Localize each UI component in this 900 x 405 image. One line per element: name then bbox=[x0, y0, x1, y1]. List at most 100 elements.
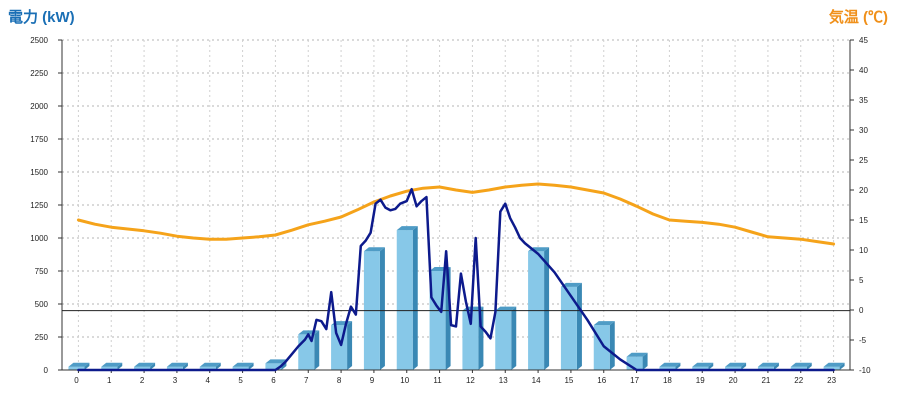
bar-top bbox=[101, 362, 123, 367]
x-tick-label: 12 bbox=[466, 376, 475, 385]
x-tick-label: 15 bbox=[564, 376, 573, 385]
bar bbox=[560, 286, 577, 370]
x-tick-label: 3 bbox=[173, 376, 178, 385]
left-tick-label: 1000 bbox=[30, 234, 48, 243]
bar-top bbox=[232, 362, 254, 367]
right-tick-label: 30 bbox=[859, 126, 868, 135]
bar-side bbox=[84, 362, 90, 370]
bar-side bbox=[379, 247, 385, 370]
bar bbox=[659, 366, 676, 370]
x-tick-label: 20 bbox=[729, 376, 738, 385]
temperature-line bbox=[76, 182, 836, 246]
x-tick-label: 2 bbox=[140, 376, 145, 385]
left-tick-label: 1500 bbox=[30, 168, 48, 177]
bar-side bbox=[544, 247, 550, 370]
bar-top bbox=[560, 282, 582, 287]
x-tick-label: 10 bbox=[400, 376, 409, 385]
bar-side bbox=[248, 362, 254, 370]
x-tick-label: 16 bbox=[597, 376, 606, 385]
left-tick-label: 2250 bbox=[30, 69, 48, 78]
left-tick-label: 1250 bbox=[30, 201, 48, 210]
bar-side bbox=[741, 362, 747, 370]
left-tick-label: 250 bbox=[35, 333, 49, 342]
bar-top bbox=[757, 362, 779, 367]
bar-top bbox=[68, 362, 90, 367]
bar-side bbox=[675, 362, 681, 370]
bar-top bbox=[363, 247, 385, 252]
right-tick-label: 10 bbox=[859, 246, 868, 255]
x-tick-label: 6 bbox=[271, 376, 276, 385]
left-axis-title: 電力 (kW) bbox=[8, 9, 75, 26]
right-axis-title: 気温 (℃) bbox=[828, 9, 888, 26]
bar-side bbox=[347, 321, 353, 370]
bar bbox=[199, 366, 216, 370]
bar bbox=[396, 230, 413, 370]
x-tick-label: 23 bbox=[827, 376, 836, 385]
x-tick-label: 0 bbox=[74, 376, 79, 385]
left-tick-label: 1750 bbox=[30, 135, 48, 144]
left-tick-label: 2000 bbox=[30, 102, 48, 111]
left-tick-label: 2500 bbox=[30, 36, 48, 45]
x-tick-label: 5 bbox=[238, 376, 243, 385]
right-tick-label: 0 bbox=[859, 306, 864, 315]
right-tick-label: 45 bbox=[859, 36, 868, 45]
bar-top bbox=[790, 362, 812, 367]
bar bbox=[757, 366, 774, 370]
bar bbox=[725, 366, 742, 370]
x-tick-label: 19 bbox=[696, 376, 705, 385]
bar-side bbox=[839, 362, 845, 370]
left-tick-label: 0 bbox=[44, 366, 49, 375]
x-tick-label: 14 bbox=[532, 376, 541, 385]
x-tick-label: 18 bbox=[663, 376, 672, 385]
bar-side bbox=[708, 362, 714, 370]
bar-top bbox=[166, 362, 188, 367]
x-tick-label: 9 bbox=[370, 376, 375, 385]
bar bbox=[495, 310, 512, 370]
bar-top bbox=[134, 362, 156, 367]
right-tick-label: -10 bbox=[859, 366, 871, 375]
bar-side bbox=[773, 362, 779, 370]
bar-top bbox=[692, 362, 714, 367]
bar-top bbox=[725, 362, 747, 367]
right-tick-label: 5 bbox=[859, 276, 864, 285]
bar-top bbox=[659, 362, 681, 367]
bar bbox=[790, 366, 807, 370]
bar-top bbox=[265, 359, 287, 364]
bar-side bbox=[576, 282, 582, 370]
left-tick-label: 500 bbox=[35, 300, 49, 309]
x-tick-label: 13 bbox=[499, 376, 508, 385]
bar-side bbox=[806, 362, 812, 370]
right-tick-label: -5 bbox=[859, 336, 867, 345]
bar-side bbox=[215, 362, 221, 370]
bar-top bbox=[593, 321, 615, 326]
x-tick-label: 11 bbox=[433, 376, 442, 385]
bar bbox=[68, 366, 85, 370]
bar-top bbox=[823, 362, 845, 367]
right-tick-label: 15 bbox=[859, 216, 868, 225]
bar bbox=[462, 310, 479, 370]
bar-top bbox=[626, 352, 648, 357]
bar-top bbox=[199, 362, 221, 367]
bar-top bbox=[495, 306, 517, 311]
power-line bbox=[77, 187, 835, 372]
right-tick-label: 20 bbox=[859, 186, 868, 195]
right-tick-label: 35 bbox=[859, 96, 868, 105]
bar bbox=[692, 366, 709, 370]
bar bbox=[101, 366, 118, 370]
left-tick-label: 750 bbox=[35, 267, 49, 276]
x-tick-label: 22 bbox=[794, 376, 803, 385]
x-tick-label: 4 bbox=[206, 376, 211, 385]
bar-side bbox=[314, 330, 320, 370]
bar bbox=[232, 366, 249, 370]
x-tick-label: 1 bbox=[107, 376, 112, 385]
bar-side bbox=[609, 321, 615, 370]
x-tick-label: 7 bbox=[304, 376, 309, 385]
bar-side bbox=[642, 352, 648, 370]
x-tick-label: 17 bbox=[630, 376, 639, 385]
bar-top bbox=[396, 226, 418, 231]
bar-side bbox=[117, 362, 123, 370]
x-tick-label: 21 bbox=[761, 376, 770, 385]
bar-side bbox=[150, 362, 156, 370]
right-tick-label: 40 bbox=[859, 66, 868, 75]
bar bbox=[823, 366, 840, 370]
